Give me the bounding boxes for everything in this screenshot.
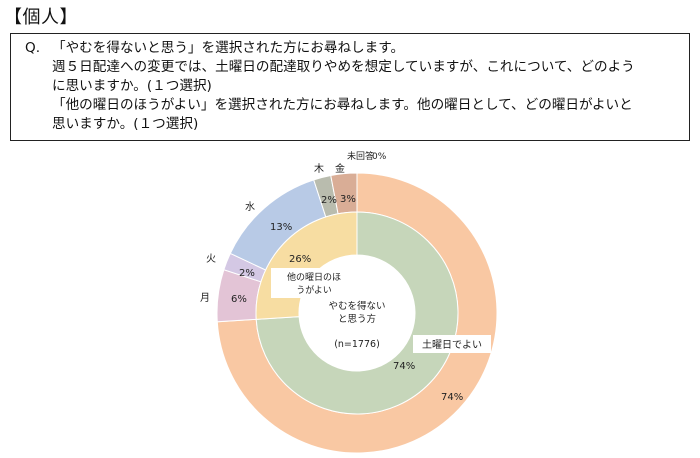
question-box: Q. 「やむを得ないと思う」を選択された方にお尋ねします。 週５日配達への変更で… bbox=[10, 33, 690, 141]
outer-category-label: 月 bbox=[200, 292, 210, 304]
inner-value-label: 26% bbox=[289, 254, 311, 265]
outer-value-label: 74% bbox=[441, 392, 463, 403]
outer-value-label: 2% bbox=[321, 195, 337, 206]
outer-value-label: 3% bbox=[340, 194, 356, 205]
outer-value-label: 6% bbox=[231, 294, 247, 305]
inner-category-label: うがよい bbox=[296, 284, 332, 296]
question-line: 思いますか。(１つ選択) bbox=[52, 116, 199, 132]
outer-category-label: 土曜日でよい bbox=[422, 338, 482, 351]
saturday-label-box bbox=[413, 335, 491, 353]
inner-category-label: やむを得ない bbox=[328, 300, 385, 312]
question-line: 「他の曜日のほうがよい」を選択された方にお尋ねします。他の曜日として、どの曜日が… bbox=[52, 97, 633, 113]
question-line: 「やむを得ないと思う」を選択された方にお尋ねします。 bbox=[52, 40, 405, 56]
outer-value-label: 2% bbox=[239, 268, 255, 279]
inner-category-label: 他の曜日のほ bbox=[287, 271, 341, 283]
outer-value-label: 0% bbox=[372, 152, 387, 162]
outer-category-label: 金 bbox=[335, 162, 345, 175]
question-line: に思いますか。(１つ選択) bbox=[52, 78, 212, 94]
inner-value-label: 74% bbox=[393, 361, 415, 372]
question-line: 週５日配達への変更では、土曜日の配達取りやめを想定していますが、これについて、ど… bbox=[52, 59, 635, 75]
outer-category-label: 火 bbox=[206, 253, 216, 265]
outer-value-label: 13% bbox=[270, 222, 292, 233]
outer-category-label: 木 bbox=[314, 163, 324, 175]
outer-category-label: 水 bbox=[245, 201, 255, 213]
outer-category-label: 未回答 bbox=[347, 150, 374, 162]
inner-category-label: と思う方 bbox=[338, 313, 376, 325]
section-title: 【個人】 bbox=[4, 7, 78, 28]
question-label: Q. bbox=[25, 40, 41, 56]
sample-size-label: (n=1776) bbox=[334, 339, 380, 350]
inner-category-box bbox=[271, 268, 355, 298]
